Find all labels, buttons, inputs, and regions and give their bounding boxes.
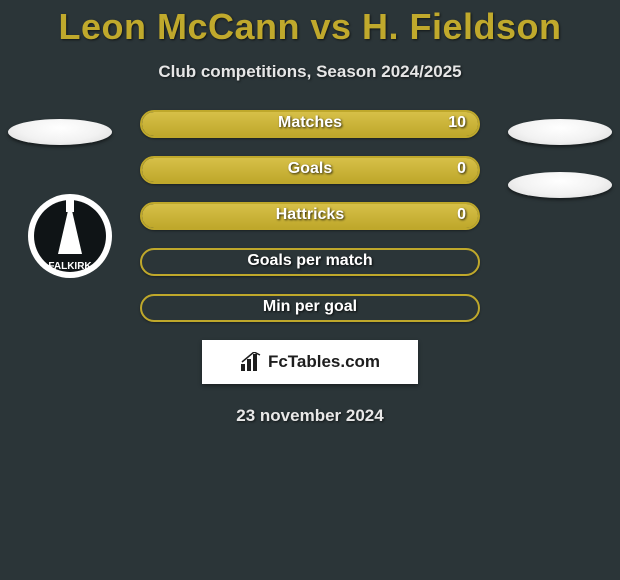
comparison-title: Leon McCann vs H. Fieldson bbox=[0, 0, 620, 48]
comparison-stage: FALKIRK Matches10 Goals0 Hattricks0 Goals p… bbox=[0, 110, 620, 322]
club-badge-left: FALKIRK bbox=[28, 194, 112, 278]
player-right-placeholder-1 bbox=[508, 119, 612, 145]
stat-rows: Matches10 Goals0 Hattricks0 Goals per match… bbox=[140, 110, 480, 322]
player-left-placeholder bbox=[8, 119, 112, 145]
stat-row-fill bbox=[142, 158, 478, 182]
club-badge-text: FALKIRK bbox=[48, 261, 92, 272]
stat-row-fill bbox=[142, 204, 478, 228]
stat-row-fill bbox=[142, 112, 478, 136]
snapshot-date: 23 november 2024 bbox=[0, 406, 620, 426]
stat-row: Goals per match bbox=[140, 248, 480, 276]
stat-row: Hattricks0 bbox=[140, 202, 480, 230]
comparison-subtitle: Club competitions, Season 2024/2025 bbox=[0, 62, 620, 82]
stat-row-label: Min per goal bbox=[142, 298, 478, 316]
bars-icon bbox=[240, 352, 262, 372]
stat-row: Matches10 bbox=[140, 110, 480, 138]
brand-text: FcTables.com bbox=[268, 352, 380, 372]
stat-row: Goals0 bbox=[140, 156, 480, 184]
stat-row-label: Goals per match bbox=[142, 252, 478, 270]
stat-row: Min per goal bbox=[140, 294, 480, 322]
brand-box[interactable]: FcTables.com bbox=[202, 340, 418, 384]
stat-row-value: 10 bbox=[448, 114, 466, 132]
stat-row-value: 0 bbox=[457, 160, 466, 178]
player-right-placeholder-2 bbox=[508, 172, 612, 198]
stat-row-value: 0 bbox=[457, 206, 466, 224]
